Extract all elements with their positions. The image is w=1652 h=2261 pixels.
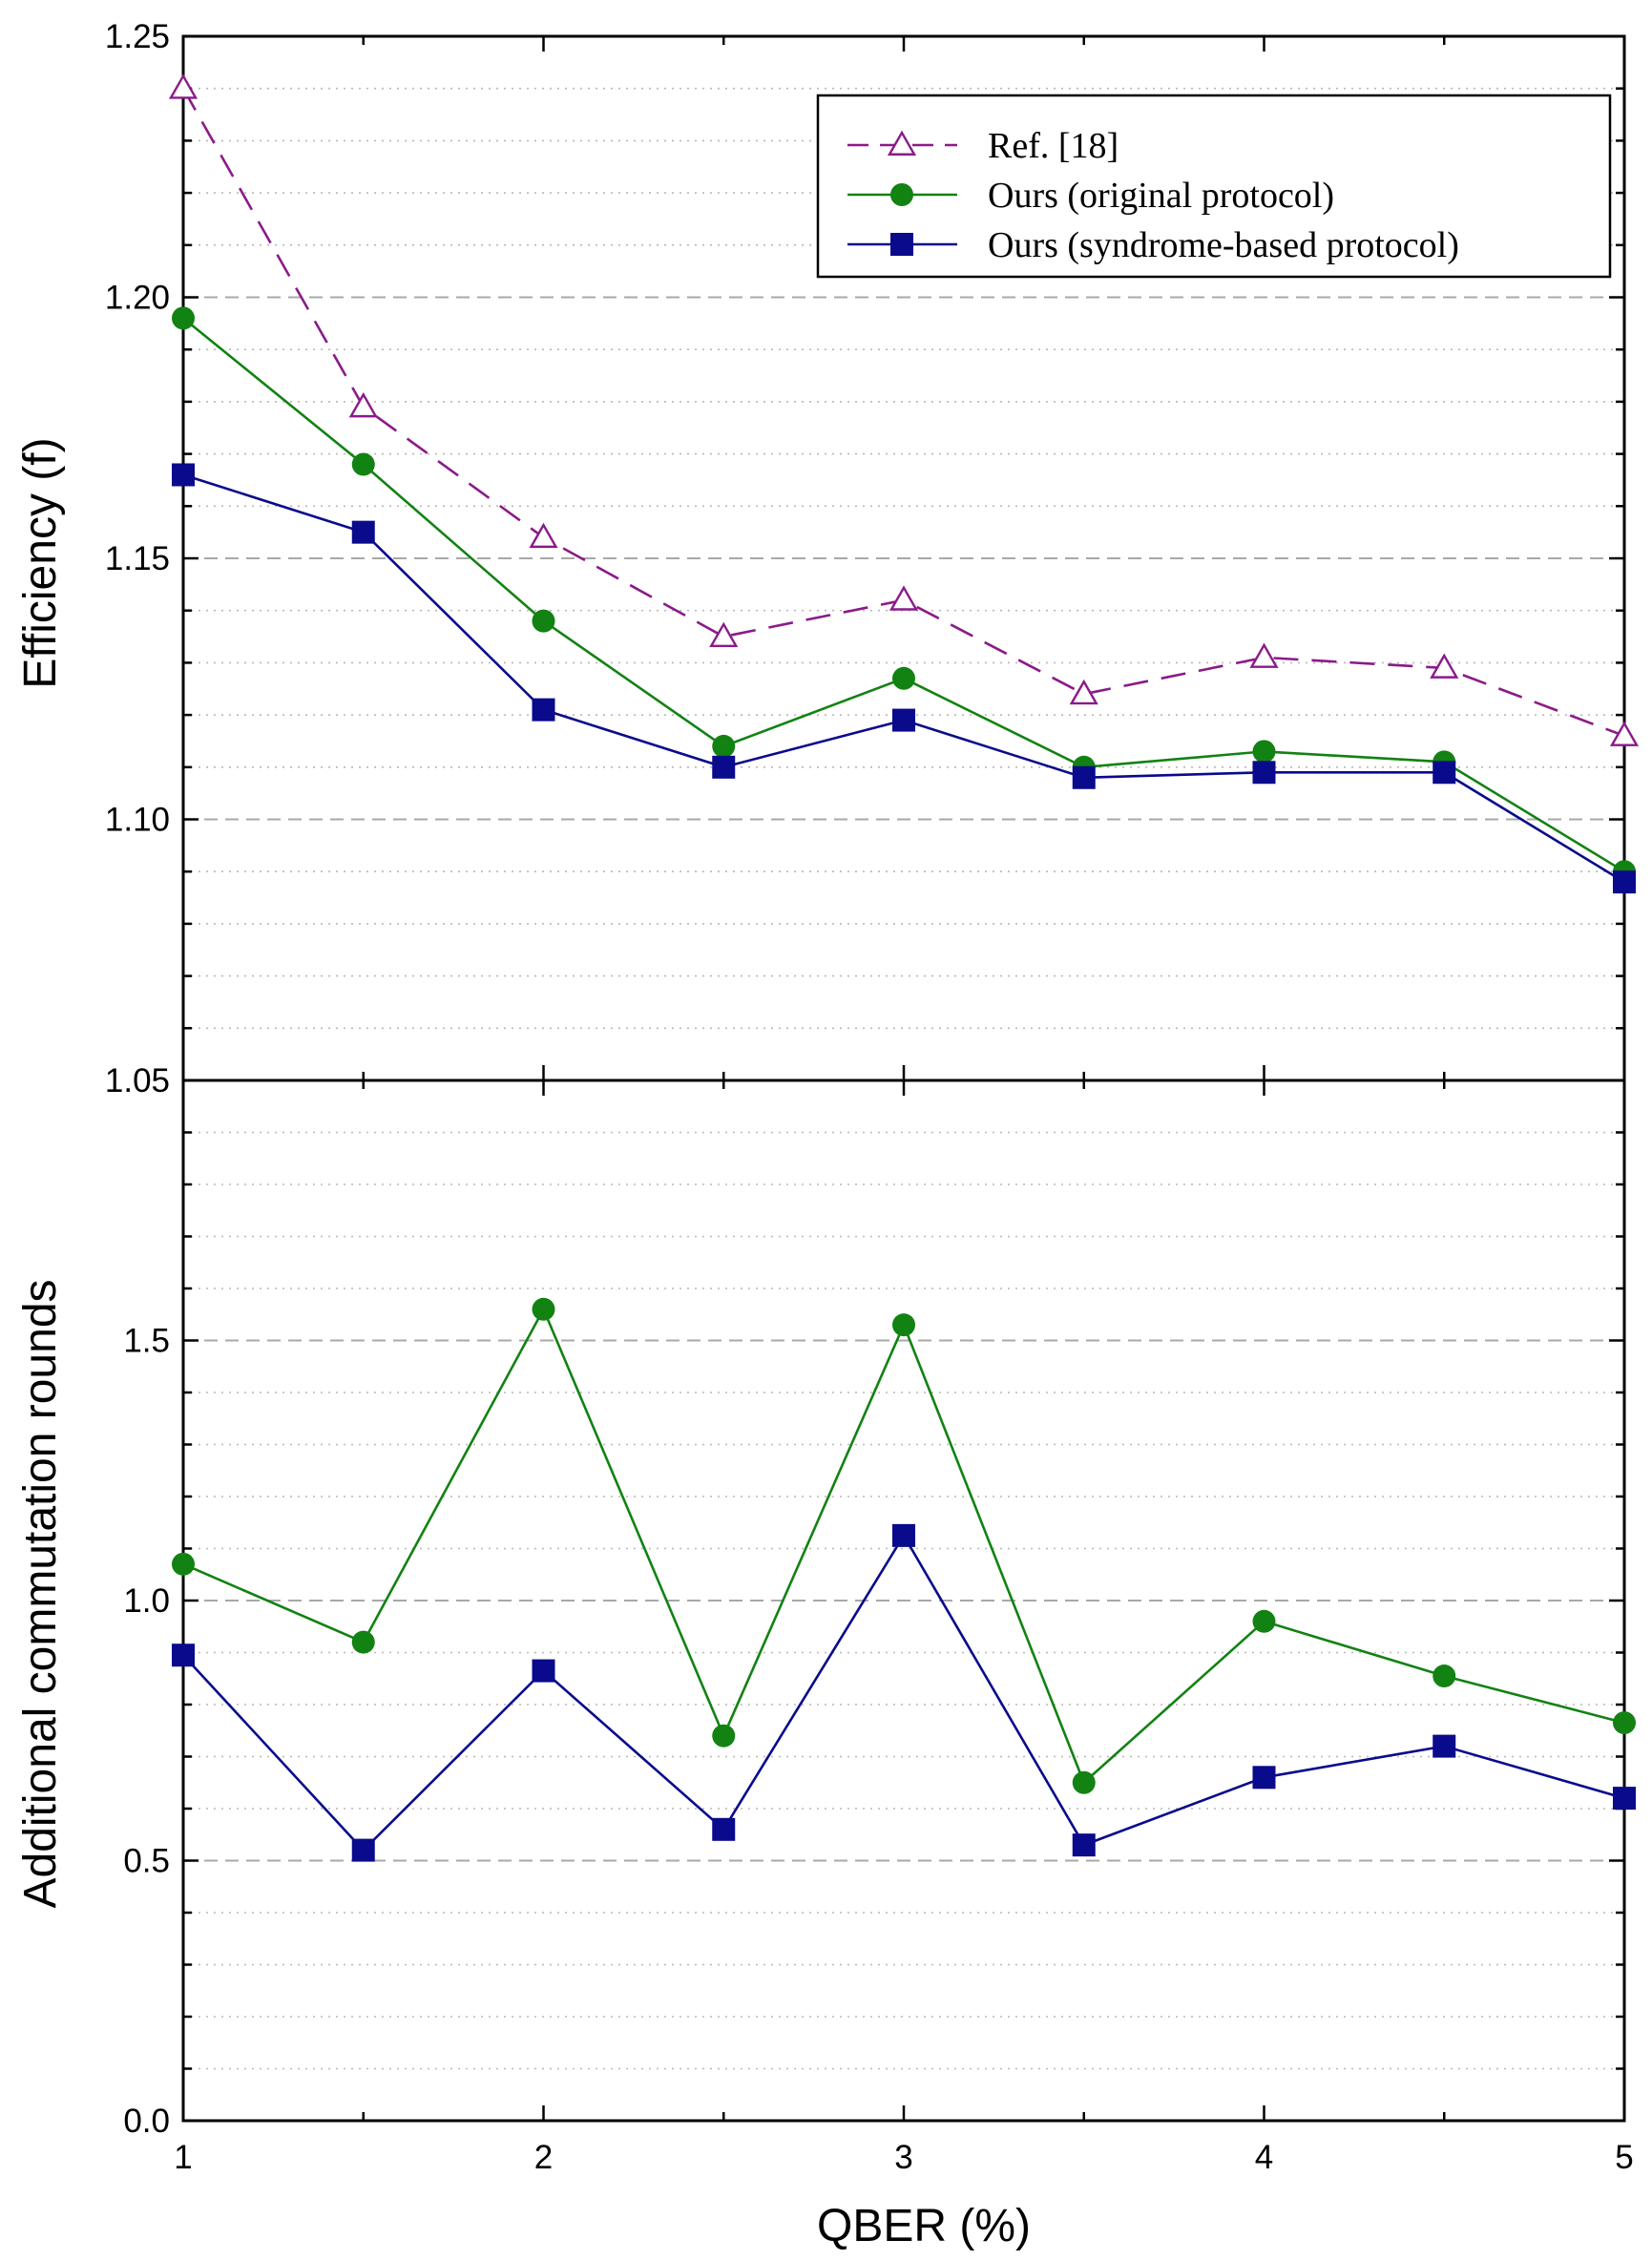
- data-point: [1432, 1734, 1456, 1758]
- legend-marker: [887, 130, 917, 156]
- data-point: [351, 452, 375, 476]
- y-tick-label: 1.05: [105, 1062, 170, 1099]
- x-axis-title: QBER (%): [817, 2201, 1031, 2251]
- data-point: [709, 621, 739, 647]
- data-point: [532, 1659, 555, 1683]
- data-point: [1249, 642, 1279, 668]
- y-tick-label: 1.0: [123, 1582, 170, 1620]
- data-point: [168, 73, 199, 99]
- data-point: [889, 585, 919, 611]
- data-point: [1252, 1766, 1276, 1790]
- y-tick-label: 0.5: [123, 1843, 170, 1880]
- x-tick-label: 3: [894, 2139, 912, 2176]
- y-tick-label: 1.25: [105, 18, 170, 55]
- data-point: [532, 1297, 555, 1321]
- data-point: [532, 698, 555, 722]
- data-point: [1613, 1787, 1636, 1811]
- x-tick-label: 4: [1255, 2139, 1273, 2176]
- data-point: [351, 520, 375, 544]
- data-point: [712, 734, 736, 758]
- data-point: [172, 1552, 195, 1576]
- x-tick-label: 1: [174, 2139, 192, 2176]
- data-point: [348, 391, 378, 418]
- data-point: [892, 1523, 915, 1547]
- legend-marker: [890, 183, 913, 206]
- y-tick-label: 1.5: [123, 1323, 170, 1360]
- y-tick-label: 1.10: [105, 802, 170, 839]
- legend-box: [816, 94, 1612, 279]
- x-tick-label: 5: [1615, 2139, 1633, 2176]
- data-point: [892, 666, 915, 690]
- data-point: [1069, 679, 1098, 705]
- data-point: [712, 755, 736, 779]
- y-tick-label: 1.15: [105, 540, 170, 577]
- y-tick-label: 0.0: [123, 2103, 170, 2140]
- plot-frame: [181, 1078, 1626, 2123]
- data-point: [892, 708, 915, 732]
- data-point: [532, 609, 555, 633]
- data-point: [351, 1630, 375, 1654]
- data-point: [1613, 870, 1636, 894]
- data-point: [172, 463, 195, 487]
- data-point: [1072, 765, 1096, 789]
- data-point: [892, 1313, 915, 1337]
- data-point: [1072, 1770, 1096, 1794]
- data-point: [1252, 1609, 1276, 1633]
- legend-label: Ours (syndrome-based protocol): [988, 225, 1459, 265]
- data-point: [172, 306, 195, 330]
- commutation-rounds-panel: 0.0 0.5 1.0 1.5 1 2 3 4 5: [123, 1078, 1636, 2176]
- data-point: [1072, 1833, 1096, 1857]
- data-point: [1252, 740, 1276, 764]
- data-point: [351, 1838, 375, 1862]
- x-tick-label: 2: [534, 2139, 553, 2176]
- y-axis-title-commutation-rounds: Additional commutation rounds: [15, 1279, 66, 1908]
- data-point: [529, 522, 558, 549]
- data-point: [712, 1724, 736, 1748]
- y-tick-label: 1.20: [105, 280, 170, 317]
- legend-marker: [890, 233, 913, 256]
- data-point: [1613, 1711, 1636, 1735]
- legend: Ref. [18] Ours (original protocol) Ours (s…: [816, 94, 1612, 279]
- data-point: [172, 1643, 195, 1667]
- data-point: [1609, 721, 1640, 746]
- data-point: [712, 1817, 736, 1841]
- legend-label: Ref. [18]: [988, 126, 1119, 166]
- y-axis-title-efficiency: Efficiency (f): [15, 437, 66, 688]
- legend-label: Ours (original protocol): [988, 176, 1334, 216]
- data-point: [1432, 761, 1456, 785]
- data-point: [1252, 761, 1276, 785]
- data-point: [1432, 1664, 1456, 1688]
- data-point: [1430, 653, 1459, 679]
